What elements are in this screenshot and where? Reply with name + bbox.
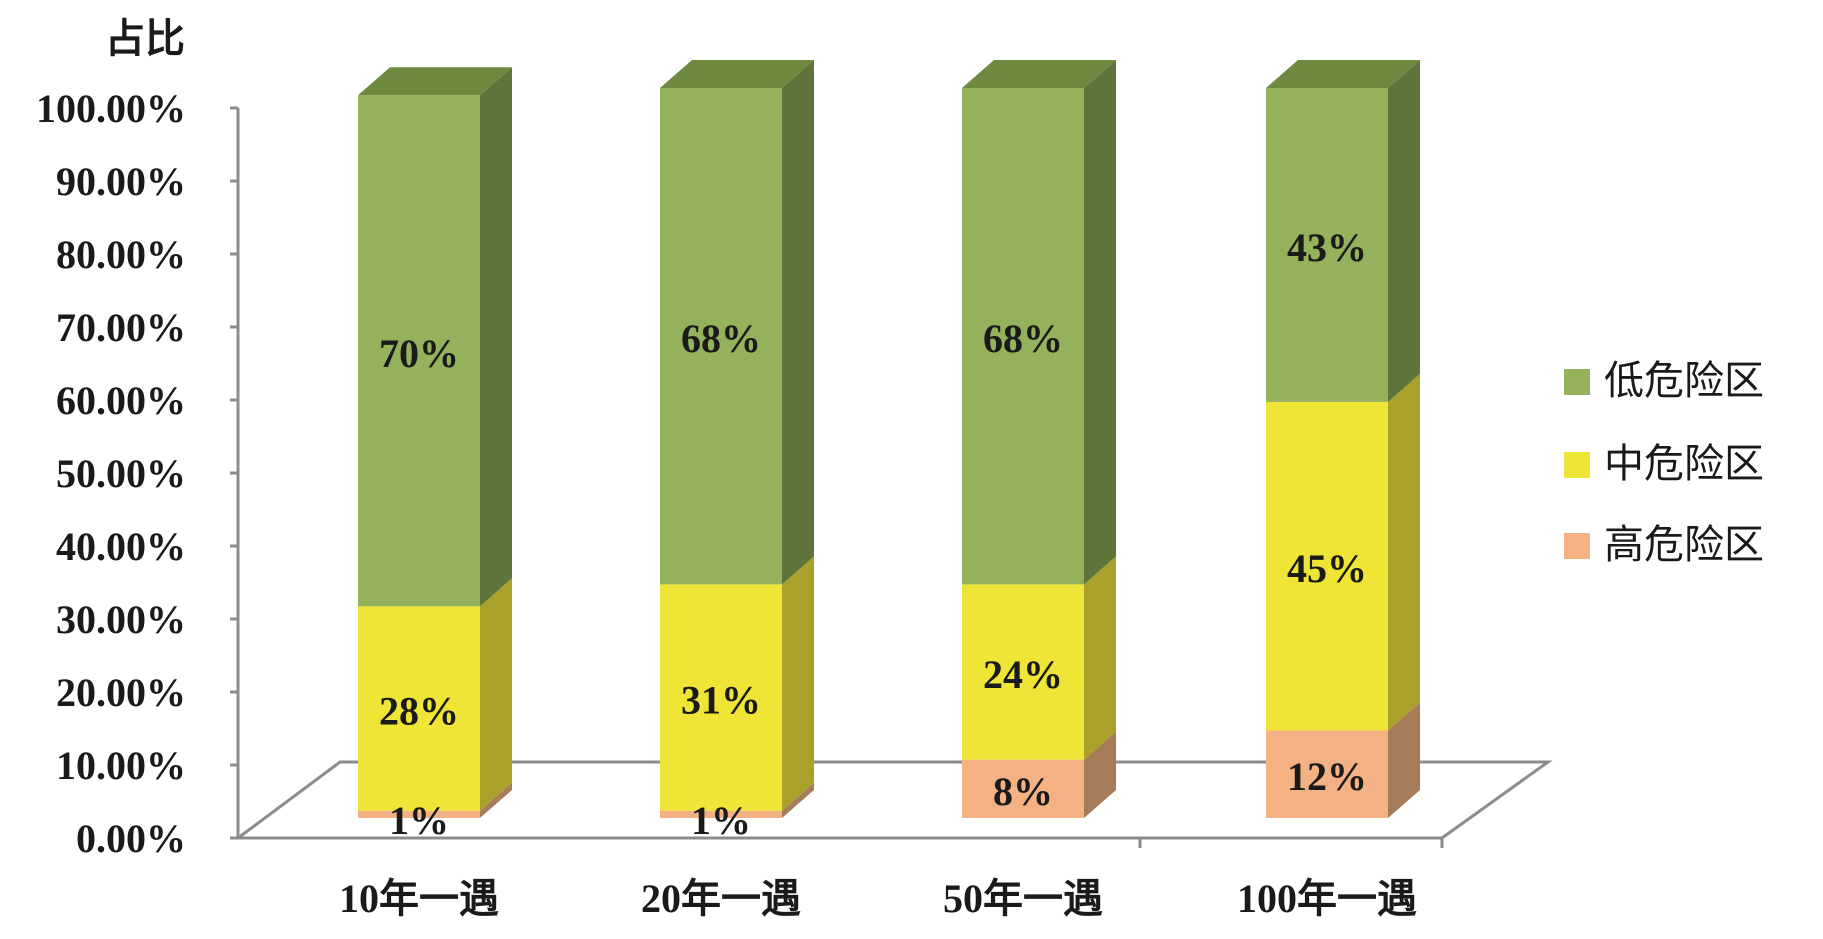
bar-segment bbox=[358, 578, 512, 811]
legend-item: 高危险区 bbox=[1564, 522, 1764, 567]
bar-segment-side bbox=[1084, 60, 1116, 585]
bar-segment-front bbox=[358, 95, 480, 607]
y-axis-ticks: 0.00% 10.00% 20.00% 30.00% 40.00% 50.00% 60.00… bbox=[36, 86, 238, 861]
bar-segment bbox=[1266, 60, 1420, 402]
bar-segment-front bbox=[1266, 88, 1388, 402]
bar-segment-front bbox=[1266, 730, 1388, 818]
bar-segment bbox=[962, 731, 1116, 818]
bar-segment-side bbox=[1084, 731, 1116, 818]
data-label: 24% bbox=[983, 652, 1063, 697]
bar-segment-front bbox=[962, 759, 1084, 818]
bar-segment-side bbox=[1084, 556, 1116, 760]
data-label: 28% bbox=[379, 689, 459, 734]
y-tick-label: 90.00% bbox=[56, 159, 186, 204]
data-label: 68% bbox=[681, 316, 761, 361]
x-tick-label: 50年一遇 bbox=[943, 876, 1103, 921]
bar-segment-front bbox=[962, 88, 1084, 585]
data-label: 43% bbox=[1287, 225, 1367, 270]
bar-segment-front bbox=[660, 584, 782, 811]
y-tick-label: 40.00% bbox=[56, 524, 186, 569]
bar-top-face bbox=[358, 67, 512, 96]
y-tick-label: 0.00% bbox=[76, 816, 186, 861]
legend-label: 中危险区 bbox=[1604, 441, 1764, 486]
data-label: 12% bbox=[1287, 754, 1367, 799]
bar-segment-side bbox=[782, 556, 814, 811]
bar-segment bbox=[962, 60, 1116, 585]
bar-segment-front bbox=[358, 606, 480, 811]
bar-segment-side bbox=[480, 578, 512, 811]
bar-segment-side bbox=[480, 67, 512, 607]
legend-label: 低危险区 bbox=[1604, 358, 1764, 403]
y-tick-label: 50.00% bbox=[56, 451, 186, 496]
x-axis-labels: 10年一遇 20年一遇 50年一遇 100年一遇 bbox=[339, 838, 1444, 921]
bar-segment-front bbox=[358, 810, 480, 818]
data-label: 8% bbox=[993, 769, 1053, 814]
bar-segment bbox=[1266, 702, 1420, 818]
y-tick-label: 80.00% bbox=[56, 232, 186, 277]
floor-plane bbox=[233, 760, 1553, 840]
bar-segment-front bbox=[660, 88, 782, 585]
data-label: 45% bbox=[1287, 546, 1367, 591]
data-label: 1% bbox=[691, 798, 751, 843]
bar-top-face bbox=[1266, 60, 1420, 88]
bar-segment bbox=[358, 67, 512, 607]
data-label: 68% bbox=[983, 316, 1063, 361]
y-tick-label: 60.00% bbox=[56, 378, 186, 423]
bar-segment bbox=[660, 60, 814, 585]
y-tick-label: 70.00% bbox=[56, 305, 186, 350]
bar-top-face bbox=[962, 60, 1116, 88]
data-label: 1% bbox=[389, 798, 449, 843]
legend-item: 低危险区 bbox=[1564, 358, 1764, 403]
y-tick-label: 10.00% bbox=[56, 743, 186, 788]
y-axis-title: 占比 bbox=[105, 16, 185, 61]
bar-segment-side bbox=[1388, 373, 1420, 731]
x-tick-label: 100年一遇 bbox=[1237, 876, 1417, 921]
bar-segment-side bbox=[480, 782, 512, 818]
bar-top-face bbox=[660, 60, 814, 88]
x-tick-label: 10年一遇 bbox=[339, 876, 499, 921]
legend-label: 高危险区 bbox=[1604, 522, 1764, 567]
data-label: 70% bbox=[379, 331, 459, 376]
bar-segment-side bbox=[782, 782, 814, 818]
bar-segment-side bbox=[1388, 702, 1420, 818]
legend-swatch bbox=[1564, 533, 1590, 559]
bar-segment-front bbox=[660, 810, 782, 818]
x-tick-label: 20年一遇 bbox=[641, 876, 801, 921]
legend-item: 中危险区 bbox=[1564, 441, 1764, 486]
bar-segment bbox=[660, 782, 814, 818]
bar-segment bbox=[358, 782, 512, 818]
y-tick-label: 100.00% bbox=[36, 86, 186, 131]
legend-swatch bbox=[1564, 369, 1590, 395]
data-labels: 1% 28% 70% 1% 31% 68% 8% 24% 68% 12% 45% 43% bbox=[379, 225, 1367, 843]
data-label: 31% bbox=[681, 678, 761, 723]
bar-segment-front bbox=[962, 584, 1084, 760]
legend-swatch bbox=[1564, 452, 1590, 478]
bar-segment bbox=[962, 556, 1116, 760]
y-tick-label: 30.00% bbox=[56, 597, 186, 642]
bar-segment bbox=[1266, 373, 1420, 731]
bar-segment bbox=[660, 556, 814, 811]
bars bbox=[358, 60, 1420, 818]
y-tick-label: 20.00% bbox=[56, 670, 186, 715]
bar-segment-front bbox=[1266, 401, 1388, 731]
bar-segment-side bbox=[782, 60, 814, 585]
bar-segment-side bbox=[1388, 60, 1420, 402]
